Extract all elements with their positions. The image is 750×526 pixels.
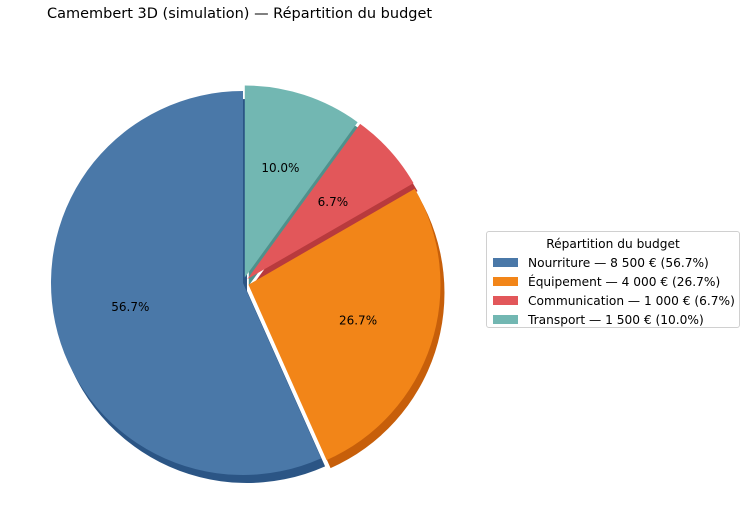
legend-label: Communication — 1 000 € (6.7%) <box>528 293 735 308</box>
legend-swatch <box>493 277 518 286</box>
legend-item-communication: Communication — 1 000 € (6.7%) <box>487 291 739 310</box>
legend-swatch <box>493 315 518 324</box>
legend-swatch <box>493 296 518 305</box>
slice-percent-label: 26.7% <box>339 313 377 327</box>
pie-labels: 56.7% 26.7% 6.7% 10.0% <box>111 161 377 327</box>
legend-item-nourriture: Nourriture — 8 500 € (56.7%) <box>487 253 739 272</box>
legend: Répartition du budget Nourriture — 8 500… <box>486 231 740 328</box>
slice-percent-label: 6.7% <box>318 195 349 209</box>
legend-label: Équipement — 4 000 € (26.7%) <box>528 274 721 289</box>
pie-slices <box>51 85 441 475</box>
legend-title: Répartition du budget <box>546 237 680 251</box>
legend-swatch <box>493 258 518 267</box>
pie-slice-nourriture <box>51 91 322 475</box>
chart-title: Camembert 3D (simulation) — Répartition … <box>47 6 433 22</box>
legend-label: Transport — 1 500 € (10.0%) <box>528 312 704 327</box>
legend-label: Nourriture — 8 500 € (56.7%) <box>528 255 709 270</box>
slice-percent-label: 56.7% <box>111 300 149 314</box>
legend-item-transport: Transport — 1 500 € (10.0%) <box>487 310 739 329</box>
pie-chart: 56.7% 26.7% 6.7% 10.0% <box>51 85 445 483</box>
legend-item-equipement: Équipement — 4 000 € (26.7%) <box>487 272 739 291</box>
pie-slice-equipement <box>248 188 441 461</box>
slice-percent-label: 10.0% <box>261 161 299 175</box>
pie-slice-transport <box>244 85 358 278</box>
pie-slice-communication <box>247 123 414 280</box>
